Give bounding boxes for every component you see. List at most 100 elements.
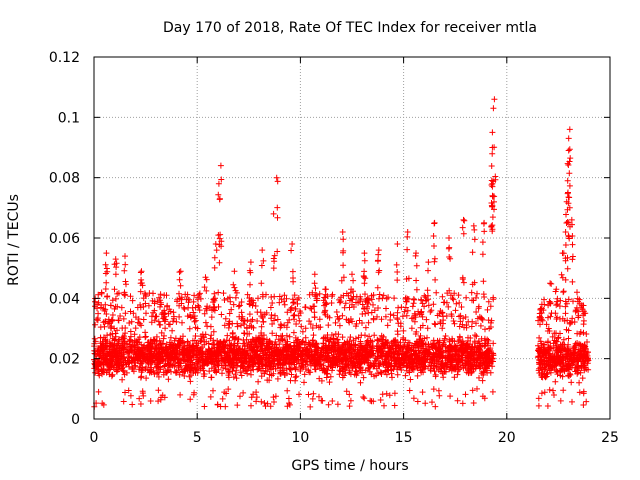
data-point	[434, 349, 441, 356]
data-point	[583, 331, 590, 337]
data-point	[371, 332, 378, 339]
spike-point	[338, 277, 345, 284]
data-point	[408, 315, 415, 322]
data-point	[450, 346, 457, 353]
spike-point	[413, 262, 420, 269]
data-point	[161, 363, 167, 370]
data-point	[395, 361, 402, 368]
spike-point	[488, 177, 495, 184]
data-point	[479, 377, 486, 384]
data-point	[480, 370, 487, 376]
data-point	[246, 330, 253, 337]
spike-point	[562, 276, 569, 283]
data-point	[368, 351, 375, 358]
spike-point	[230, 301, 237, 308]
data-point	[538, 390, 545, 397]
data-point	[269, 330, 276, 337]
data-point	[331, 354, 338, 361]
data-point	[237, 369, 244, 376]
data-point	[306, 291, 313, 298]
spike-point	[203, 287, 210, 294]
data-point	[341, 364, 348, 371]
data-point	[574, 355, 581, 362]
data-point	[153, 333, 160, 340]
data-point	[385, 294, 392, 301]
data-point	[206, 304, 213, 311]
spike-point	[567, 155, 574, 162]
data-point	[250, 391, 257, 398]
data-point	[277, 364, 284, 371]
data-point	[176, 338, 183, 345]
data-point	[142, 333, 149, 340]
data-point	[261, 400, 268, 406]
data-point	[211, 304, 218, 310]
data-point	[550, 358, 557, 365]
data-point	[565, 335, 572, 342]
spike-point	[102, 261, 109, 268]
data-point	[489, 356, 496, 362]
y-tick-label: 0.06	[49, 231, 80, 247]
data-point	[467, 341, 474, 348]
data-point	[287, 306, 294, 313]
data-point	[96, 372, 103, 379]
data-point	[283, 295, 290, 302]
data-point	[559, 345, 566, 352]
data-point	[375, 305, 381, 311]
data-point	[363, 338, 370, 345]
data-point	[124, 348, 131, 355]
data-point	[271, 317, 277, 324]
spike-point	[564, 219, 571, 225]
spike-point	[122, 261, 129, 268]
data-point	[565, 341, 572, 348]
data-point	[147, 398, 154, 404]
data-point	[339, 374, 346, 381]
y-tick-label: 0	[71, 412, 80, 428]
data-point	[225, 370, 232, 376]
spike-point	[216, 259, 223, 266]
spike-point	[565, 200, 572, 207]
data-point	[542, 350, 549, 356]
spike-point	[340, 262, 347, 269]
data-point	[458, 339, 465, 346]
data-point	[129, 297, 136, 304]
data-point	[208, 365, 215, 372]
data-point	[288, 371, 295, 378]
data-point	[228, 359, 235, 366]
data-point	[363, 296, 370, 303]
data-point	[454, 371, 461, 378]
data-point	[128, 318, 135, 325]
spike-point	[274, 248, 281, 255]
data-point	[259, 313, 266, 320]
x-tick-label: 25	[601, 430, 619, 446]
peak-point	[216, 195, 223, 202]
data-point	[394, 331, 401, 338]
data-point	[299, 328, 306, 335]
data-point	[466, 365, 473, 372]
data-point	[235, 303, 242, 310]
data-point	[169, 327, 176, 334]
spike-point	[566, 194, 573, 201]
data-point	[195, 340, 202, 347]
data-point	[387, 311, 394, 318]
spike-point	[431, 243, 437, 249]
data-point	[569, 315, 576, 322]
data-point	[161, 332, 167, 339]
data-point	[198, 351, 205, 358]
data-point	[114, 303, 121, 310]
data-point	[423, 316, 430, 323]
data-point	[375, 355, 381, 361]
data-point	[207, 393, 214, 400]
data-point	[439, 370, 446, 377]
data-point	[180, 345, 187, 352]
data-point	[176, 371, 183, 378]
data-point	[221, 354, 228, 361]
data-point	[460, 349, 467, 356]
data-point	[406, 368, 413, 374]
peak-point	[566, 126, 573, 133]
data-point	[129, 364, 136, 371]
data-point	[447, 292, 454, 299]
data-point	[243, 336, 250, 343]
data-point	[190, 368, 197, 374]
data-point	[468, 323, 475, 330]
data-point	[302, 304, 309, 311]
